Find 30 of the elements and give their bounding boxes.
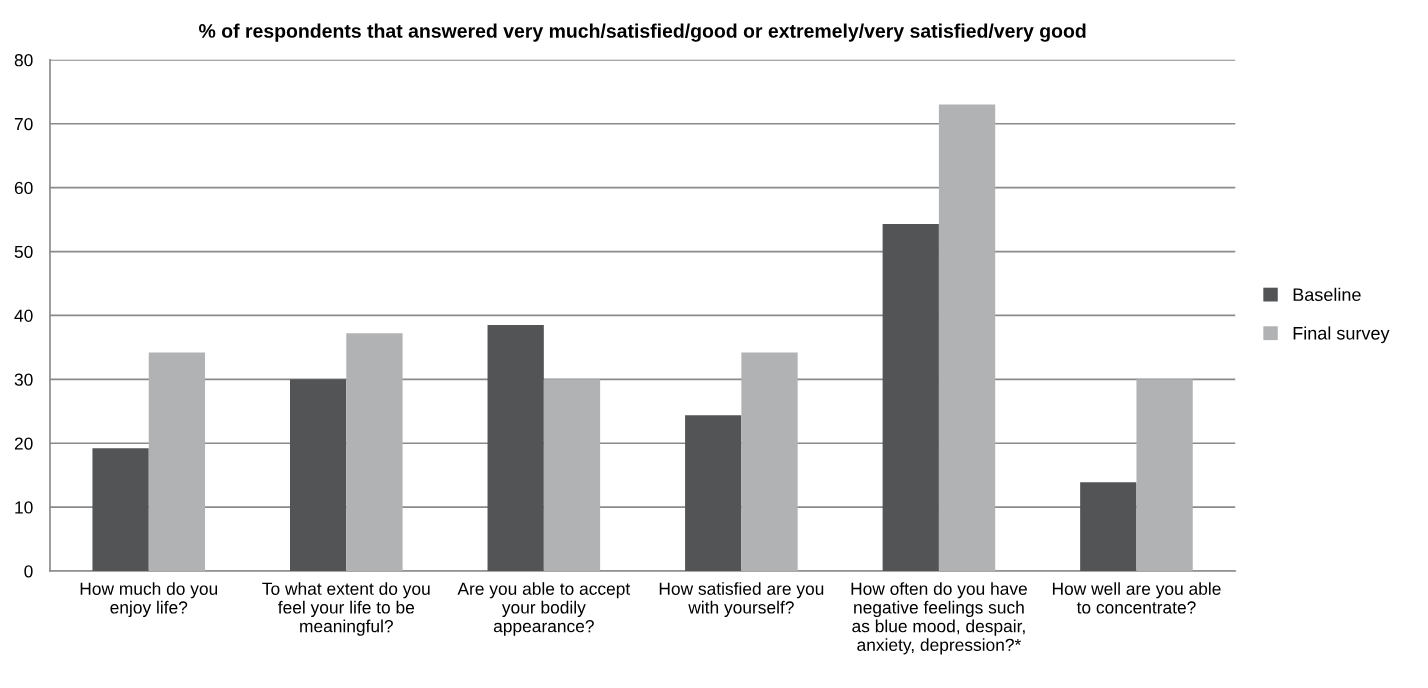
y-tick-label: 50 — [14, 245, 33, 259]
legend-label: Final survey — [1293, 326, 1390, 344]
bar — [92, 448, 149, 572]
x-tick-label: How much do you enjoy life? — [80, 582, 218, 618]
y-tick-label: 20 — [14, 437, 33, 450]
x-tick-label: How satisfied are you with yourself? — [659, 582, 824, 618]
legend-label: Baseline — [1293, 287, 1361, 302]
bar — [289, 379, 347, 572]
bar — [938, 104, 996, 572]
y-tick-label: 70 — [14, 117, 33, 131]
bar — [882, 224, 939, 572]
x-tick-label: How often do you have negative feelings such as blue mood, despair, anxiety, depression?* — [851, 582, 1027, 655]
x-tick-label: To what extent do you feel your life to be meaningful? — [262, 582, 430, 636]
bar — [685, 415, 742, 572]
y-tick-label: 0 — [24, 565, 33, 578]
bar — [543, 379, 601, 572]
x-tick-label: How well are you able to concentrate? — [1052, 582, 1221, 614]
x-tick-label: Are you able to accept your bodily appearance? — [457, 582, 631, 636]
bar — [148, 352, 206, 572]
y-tick-label: 60 — [14, 181, 33, 195]
bar — [741, 352, 798, 572]
y-tick-label: 10 — [15, 501, 33, 514]
bar — [487, 325, 544, 572]
bar — [1136, 379, 1193, 572]
bar — [1080, 482, 1137, 572]
y-tick-label: 80 — [14, 54, 33, 67]
y-tick-label: 30 — [14, 373, 33, 386]
bar — [346, 333, 403, 572]
chart-title: % of respondents that answered very much/satisfied/good or extremely/very satisfied/very good — [199, 23, 1086, 42]
y-tick-label: 40 — [14, 309, 33, 322]
